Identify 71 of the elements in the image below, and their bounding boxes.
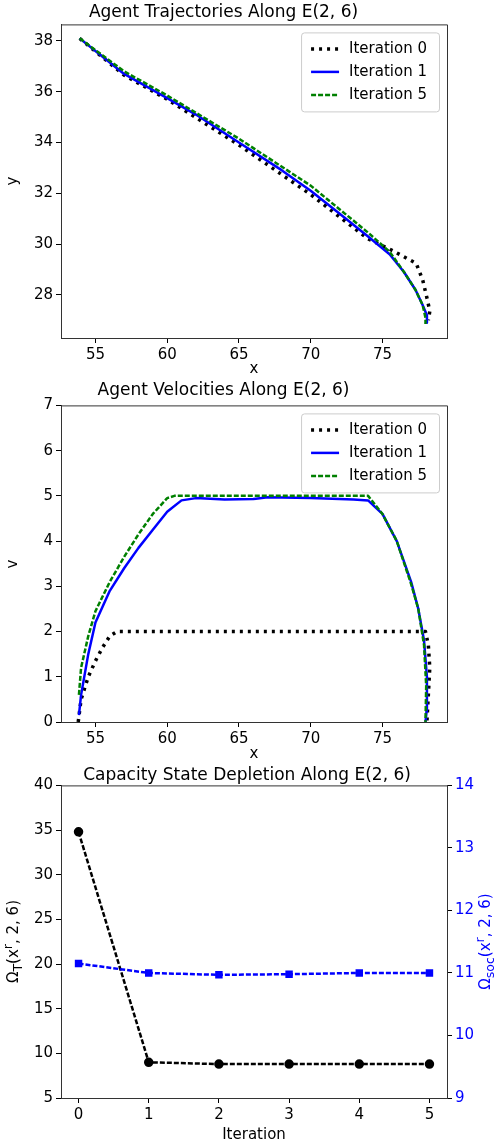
x-tick-label: 5 xyxy=(424,1104,435,1123)
y-tick-label: 25 xyxy=(33,909,53,928)
y-tick-label: 2 xyxy=(43,621,53,640)
y2-tick-label: 9 xyxy=(455,1087,465,1106)
legend-label: Iteration 0 xyxy=(349,38,427,57)
x-axis-title: x xyxy=(249,743,259,762)
y-tick-label: 5 xyxy=(43,485,53,504)
y-tick-label: 10 xyxy=(33,1043,53,1062)
y-tick-label: 34 xyxy=(33,132,53,151)
legend-label: Iteration 0 xyxy=(349,419,427,438)
y2-tick-label: 10 xyxy=(455,1025,475,1044)
x-tick-label: 4 xyxy=(354,1104,365,1123)
point xyxy=(425,969,434,977)
point xyxy=(74,959,83,968)
y-tick-label: 7 xyxy=(43,395,53,414)
y-tick-label: 1 xyxy=(43,666,53,685)
y-tick-label: 35 xyxy=(33,819,53,838)
y-tick-label: 5 xyxy=(43,1087,53,1106)
x-tick-label: 65 xyxy=(229,344,249,363)
point xyxy=(285,970,293,978)
legend-label: Iteration 5 xyxy=(349,465,427,484)
point xyxy=(355,969,363,977)
legend-label: Iteration 1 xyxy=(349,61,427,80)
x-tick-label: 75 xyxy=(372,728,392,747)
y2-tick-label: 11 xyxy=(455,962,475,981)
y-tick-label: 4 xyxy=(43,530,53,549)
y-tick-label: 40 xyxy=(33,775,53,794)
y-tick-label: 6 xyxy=(43,440,53,459)
y-tick-label: 38 xyxy=(33,30,53,49)
y2-tick-label: 14 xyxy=(455,775,475,794)
y-axis-title: y xyxy=(2,176,21,186)
x-axis-title: Iteration xyxy=(222,1124,286,1143)
y-tick-label: 20 xyxy=(33,953,53,972)
y-axis-title: v xyxy=(2,559,21,569)
chart-title: Capacity State Depletion Along E(2, 6) xyxy=(83,763,411,784)
x-tick-label: 55 xyxy=(85,344,105,363)
y-tick-label: 28 xyxy=(33,284,53,303)
point xyxy=(73,827,84,837)
point xyxy=(354,1059,365,1069)
point xyxy=(214,1059,224,1069)
legend-label: Iteration 1 xyxy=(349,442,427,461)
chart-title: Agent Trajectories Along E(2, 6) xyxy=(88,0,359,21)
x-tick-label: 1 xyxy=(143,1104,154,1123)
point xyxy=(424,1059,435,1069)
y-tick-label: 30 xyxy=(33,233,53,252)
x-tick-label: 0 xyxy=(73,1104,84,1123)
x-tick-label: 60 xyxy=(157,344,177,363)
point xyxy=(215,971,223,979)
y-tick-label: 15 xyxy=(33,998,53,1017)
x-tick-label: 70 xyxy=(301,728,321,747)
x-tick-label: 3 xyxy=(284,1104,294,1123)
y-tick-label: 0 xyxy=(43,711,53,730)
y-tick-label: 3 xyxy=(43,576,53,595)
x-axis-title: x xyxy=(249,358,259,377)
x-tick-label: 65 xyxy=(229,728,249,747)
point xyxy=(145,969,153,977)
point xyxy=(284,1059,294,1069)
line-series xyxy=(76,629,432,722)
y2-tick-label: 13 xyxy=(455,837,475,856)
legend-label: Iteration 5 xyxy=(349,84,427,103)
chart-title: Agent Velocities Along E(2, 6) xyxy=(97,378,350,399)
x-tick-label: 75 xyxy=(372,344,392,363)
y-tick-label: 32 xyxy=(33,183,53,202)
x-tick-label: 55 xyxy=(85,728,105,747)
point xyxy=(143,1057,154,1068)
x-tick-label: 70 xyxy=(301,344,321,363)
y-tick-label: 36 xyxy=(33,81,53,100)
y-tick-label: 30 xyxy=(33,864,53,883)
y2-tick-label: 12 xyxy=(455,900,475,919)
x-tick-label: 60 xyxy=(157,728,177,747)
x-tick-label: 2 xyxy=(214,1104,224,1123)
